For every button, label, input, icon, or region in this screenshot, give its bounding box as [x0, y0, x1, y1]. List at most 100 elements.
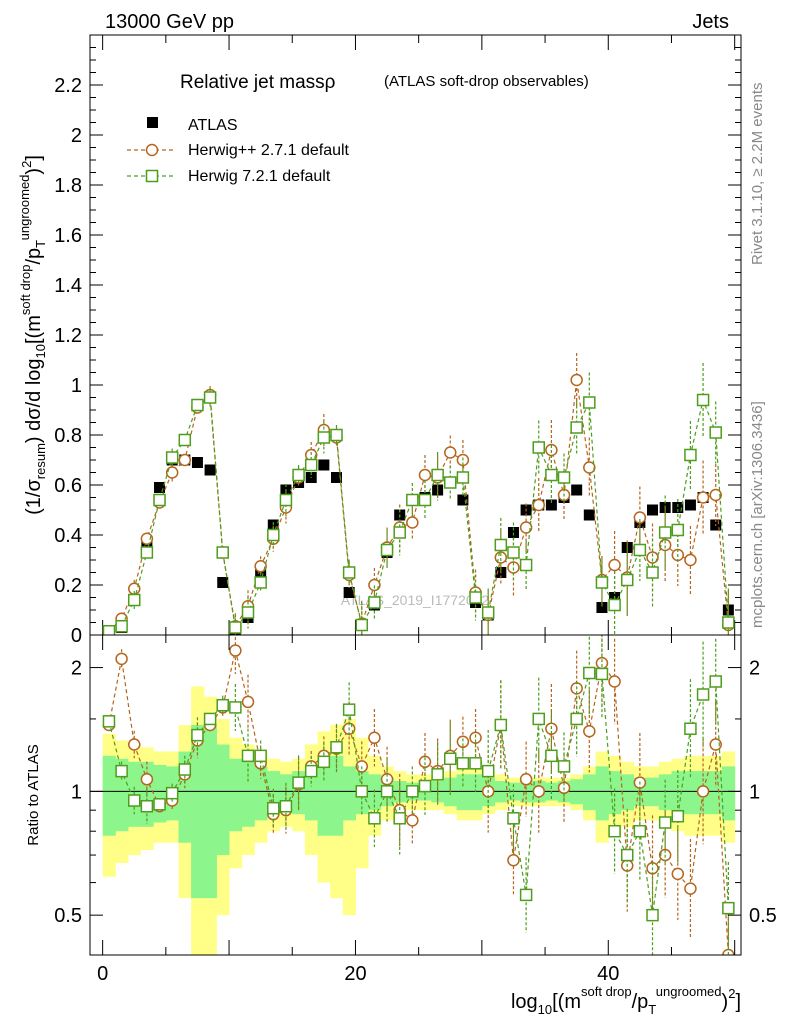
- point-atlas: [596, 602, 608, 613]
- point-herwig7: [292, 468, 305, 482]
- point-herwig7: [355, 618, 369, 632]
- legend-marker-herwigpp: [145, 143, 159, 157]
- band-1sigma: [317, 755, 331, 836]
- ratio-point-herwig7: [507, 812, 520, 825]
- point-herwig7: [406, 493, 419, 507]
- ratio-ytick-label-right: 1: [749, 781, 760, 803]
- ratio-point-herwig7: [570, 712, 583, 726]
- ratio-point-herwigpp: [229, 644, 242, 657]
- ratio-point-herwigpp: [469, 731, 482, 745]
- point-herwig7: [102, 625, 116, 635]
- ratio-point-herwig7: [241, 749, 255, 763]
- ratio-point-herwig7: [646, 908, 659, 922]
- ratio-panel-frame: [89, 634, 742, 956]
- ratio-point-herwig7: [406, 785, 419, 798]
- band-1sigma: [304, 766, 319, 821]
- ratio-point-herwig7: [127, 794, 141, 807]
- point-herwig7: [229, 621, 242, 634]
- xtick-label: 40: [597, 963, 619, 985]
- point-atlas: [571, 484, 583, 496]
- main-ytick-label: 0.4: [54, 525, 82, 547]
- rivet-version-label: Rivet 3.1.10, ≥ 2.2M events: [749, 83, 766, 266]
- point-herwigpp: [608, 558, 621, 572]
- main-ylabel-text: (1/σresum) dσ/d log10[(msoft drop/pTungr…: [17, 155, 48, 515]
- point-herwig7: [519, 558, 533, 572]
- xtick-label: 0: [97, 963, 108, 985]
- band-1sigma: [684, 771, 698, 815]
- point-herwig7: [658, 526, 672, 539]
- point-herwig7: [481, 606, 495, 619]
- ratio-point-herwig7: [342, 703, 356, 716]
- ratio-point-herwig7: [102, 715, 116, 728]
- point-herwig7: [532, 441, 545, 454]
- point-herwig7: [153, 493, 166, 507]
- legend-label-atlas: ATLAS: [188, 117, 238, 134]
- ratio-point-herwig7: [722, 901, 735, 915]
- point-herwig7: [418, 493, 432, 507]
- point-herwig7: [557, 471, 571, 484]
- main-ytick-label: 0.8: [54, 425, 82, 447]
- point-herwig7: [469, 591, 482, 604]
- band-1sigma: [342, 766, 356, 821]
- ratio-point-herwig7: [304, 764, 318, 778]
- ratio-axis-ticks: 0.5 0.51 12 20 20 40: [54, 635, 777, 985]
- point-herwigpp: [684, 553, 697, 567]
- ratio-point-herwigpp: [671, 867, 685, 881]
- point-herwig7: [646, 566, 659, 579]
- ratio-point-herwig7: [709, 675, 722, 688]
- main-ylabel: (1/σresum) dσ/d log10[(msoft drop/pTungr…: [17, 155, 48, 515]
- ratio-point-herwig7: [178, 763, 192, 776]
- main-ytick-label: 1.4: [54, 275, 82, 297]
- legend-marker-herwig7: [145, 169, 159, 183]
- point-herwigpp: [570, 373, 583, 387]
- point-herwig7: [279, 493, 293, 507]
- point-atlas: [330, 472, 342, 483]
- point-herwig7: [368, 596, 381, 609]
- chart-title: Relative jet massρ: [180, 72, 336, 93]
- point-atlas: [672, 502, 684, 513]
- energy-label: 13000 GeV pp: [105, 11, 234, 33]
- mcplots-label: mcplots.cern.ch [arXiv:1306.3436]: [749, 401, 766, 628]
- ratio-point-herwigpp: [519, 773, 533, 786]
- main-ytick-label: 2: [71, 125, 82, 147]
- point-herwig7: [456, 471, 470, 484]
- watermark-label: ATLAS_2019_I1772062: [341, 592, 490, 608]
- ratio-ytick-label-right: 2: [749, 658, 760, 680]
- point-herwig7: [203, 391, 217, 404]
- ratio-point-herwig7: [292, 776, 305, 789]
- ratio-point-herwig7: [380, 785, 394, 798]
- ratio-point-herwig7: [658, 816, 672, 829]
- ratio-point-herwig7: [633, 824, 647, 838]
- band-1sigma: [608, 771, 622, 815]
- ratio-ytick-label: 0.5: [54, 905, 82, 927]
- point-herwig7: [431, 468, 444, 482]
- band-1sigma: [191, 724, 205, 899]
- ratio-point-herwigpp: [532, 785, 545, 798]
- ratio-ytick-label: 2: [71, 658, 82, 680]
- ratio-point-herwig7: [216, 698, 229, 712]
- ratio-point-herwig7: [545, 749, 558, 763]
- chart-subtitle: (ATLAS soft-drop observables): [384, 73, 589, 90]
- point-herwig7: [696, 393, 710, 407]
- ratio-point-herwigpp: [709, 738, 722, 751]
- ratio-point-herwigpp: [696, 785, 710, 798]
- band-1sigma: [595, 766, 609, 821]
- ratio-point-herwig7: [494, 718, 508, 732]
- point-herwigpp: [406, 516, 419, 529]
- ratio-point-herwig7: [368, 812, 381, 825]
- ratio-point-herwigpp: [684, 882, 697, 895]
- band-1sigma: [153, 764, 167, 823]
- main-ytick-label: 1.6: [54, 225, 82, 247]
- point-atlas: [457, 494, 469, 506]
- point-atlas: [583, 509, 595, 521]
- point-atlas: [647, 504, 659, 516]
- ratio-point-herwig7: [519, 888, 533, 902]
- ratio-point-herwig7: [330, 741, 343, 754]
- point-herwigpp: [165, 466, 179, 479]
- point-herwig7: [595, 576, 609, 589]
- point-atlas: [204, 464, 216, 476]
- point-herwig7: [671, 523, 685, 537]
- point-herwig7: [304, 458, 318, 472]
- ratio-point-herwig7: [355, 785, 369, 798]
